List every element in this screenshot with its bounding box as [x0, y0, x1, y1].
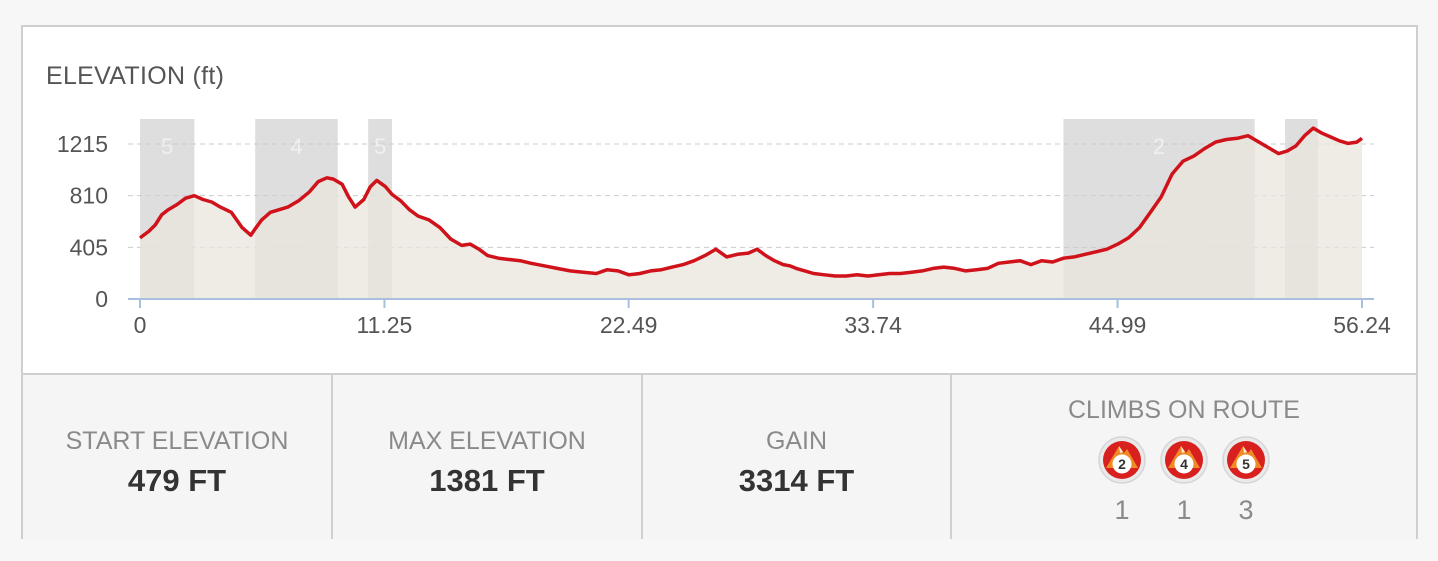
climb-category-5-icon: 5: [1222, 436, 1270, 484]
climb-count: 1: [1176, 495, 1192, 525]
x-tick-label: 11.25: [357, 312, 413, 338]
x-tick-label: 56.24: [1333, 312, 1391, 338]
stat-value: 1381 FT: [429, 463, 545, 498]
x-tick-label: 22.49: [600, 312, 658, 338]
stat-label: GAIN: [765, 427, 828, 455]
climb-category: 5: [1242, 456, 1250, 472]
y-tick-label: 810: [70, 183, 108, 209]
x-tick-label: 33.74: [844, 312, 902, 338]
y-tick-label: 1215: [57, 131, 108, 157]
climb-band-label: 2: [1153, 134, 1165, 159]
stat-value: 479 FT: [127, 463, 227, 498]
x-tick-label: 0: [134, 312, 147, 338]
climb-category-4-icon: 4: [1160, 436, 1208, 484]
climb-band-label: 5: [374, 134, 386, 159]
x-tick-label: 44.99: [1089, 312, 1147, 338]
elevation-widget: ELEVATION (ft) 5 4 5 2 0 11.25 22.49 33.74 44.99…: [21, 25, 1418, 539]
elevation-line: [138, 126, 1364, 278]
stat-value: 3314 FT: [738, 463, 855, 498]
climb-count: 1: [1114, 495, 1130, 525]
stat-label: MAX ELEVATION: [388, 427, 586, 455]
stat-start-elevation: START ELEVATION 479 FT: [23, 375, 333, 539]
elevation-chart: ELEVATION (ft) 5 4 5 2 0 11.25 22.49 33.74 44.99…: [23, 27, 1420, 373]
stat-gain: GAIN 3314 FT: [643, 375, 952, 539]
climb-band-label: 4: [290, 134, 302, 159]
stats-bar: START ELEVATION 479 FT MAX ELEVATION 138…: [23, 373, 1416, 539]
climb-category: 4: [1180, 456, 1188, 472]
elevation-chart-svg: 5 4 5 2 0 11.25 22.49 33.74 44.99 56.24 1215 810 405…: [57, 119, 1391, 338]
y-tick-label: 0: [95, 286, 108, 312]
chart-title: ELEVATION (ft): [46, 62, 225, 90]
elevation-area: [140, 128, 1362, 299]
climb-band-label: 5: [161, 134, 173, 159]
stat-label: START ELEVATION: [65, 427, 289, 455]
climb-category: 2: [1118, 456, 1126, 472]
stat-max-elevation: MAX ELEVATION 1381 FT: [333, 375, 643, 539]
climb-count: 3: [1238, 495, 1254, 525]
y-tick-label: 405: [70, 234, 108, 260]
climb-category-2-icon: 2: [1098, 436, 1146, 484]
climbs-label: CLIMBS ON ROUTE: [1068, 396, 1300, 424]
